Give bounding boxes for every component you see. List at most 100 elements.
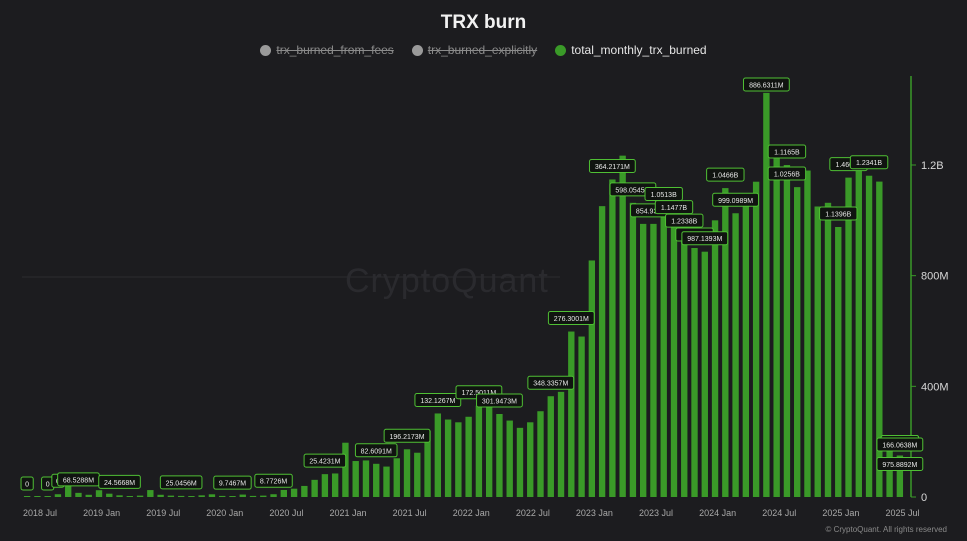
bar (177, 495, 185, 497)
data-label-box (849, 155, 889, 170)
x-tick-label: 2021 Jul (393, 508, 427, 518)
x-tick-label: 2020 Jul (269, 508, 303, 518)
bar (280, 489, 288, 497)
bar (783, 165, 791, 497)
bar (547, 396, 554, 497)
data-label: 301.9473M (482, 399, 517, 406)
data-label: 0 (46, 482, 50, 489)
bar (537, 411, 544, 497)
bar (475, 405, 483, 497)
bar (794, 187, 801, 497)
bar (691, 248, 698, 497)
bar (752, 181, 760, 497)
bar (722, 188, 729, 497)
legend-dot-icon (411, 44, 423, 56)
bar (34, 496, 41, 497)
data-label-box (527, 375, 575, 390)
bar (198, 495, 205, 497)
bar (804, 170, 811, 498)
bar (516, 427, 524, 497)
bar (527, 422, 534, 497)
bar (639, 223, 647, 497)
bar (65, 478, 72, 497)
bar (855, 160, 862, 497)
legend-label: trx_burned_from_fees (276, 43, 394, 57)
bar (896, 455, 904, 497)
bar (414, 452, 421, 497)
data-label: 975.8892M (882, 462, 917, 469)
bar (85, 494, 92, 497)
bar (742, 206, 750, 497)
bar (188, 496, 195, 497)
bar (270, 494, 277, 497)
bar (763, 92, 770, 498)
data-label: 0 (25, 482, 29, 489)
data-label-box (20, 476, 34, 491)
bar (208, 494, 216, 497)
legend-item-trx-burned-explicitly[interactable]: trx_burned_explicitly (411, 43, 538, 57)
copyright-footer: © CryptoQuant. All rights reserved (825, 525, 948, 534)
bar (629, 202, 637, 497)
legend-item-trx-burned-from-fees[interactable]: trx_burned_from_fees (260, 43, 394, 57)
bar (260, 495, 267, 497)
data-label: 166.0638M (882, 443, 917, 450)
data-label: 598.0545M (615, 187, 650, 194)
bar (824, 202, 832, 497)
data-label-box (159, 475, 203, 490)
data-label: 348.3357M (533, 381, 568, 388)
data-label: 886.6311M (749, 83, 784, 90)
bar (342, 442, 349, 497)
bar (598, 206, 606, 498)
data-label: 1.2338B (671, 219, 697, 226)
data-label-box (547, 311, 595, 326)
bar (239, 494, 246, 497)
data-label-box (876, 437, 924, 452)
bar (444, 419, 452, 497)
data-label: 364.2171M (595, 164, 630, 171)
bar (219, 495, 226, 497)
data-label: 1.2341B (856, 160, 882, 167)
data-label-box (876, 457, 924, 471)
bar (568, 331, 575, 497)
x-tick-label: 2019 Jul (146, 508, 180, 518)
data-label: 82.6091M (361, 448, 392, 455)
data-label-box (414, 392, 462, 407)
bar (403, 449, 411, 497)
bar (116, 495, 123, 497)
bar (619, 155, 626, 497)
data-label-box (254, 473, 293, 488)
bar (865, 175, 873, 497)
legend-item-total-monthly-trx-burned[interactable]: total_monthly_trx_burned (555, 43, 707, 57)
legend-label: trx_burned_explicitly (427, 43, 538, 57)
bar (701, 251, 708, 497)
x-tick-label: 2025 Jan (822, 508, 859, 518)
y-tick-label: 800M (921, 271, 949, 283)
data-label: 196.2173M (390, 434, 425, 441)
data-label: 1.1396B (825, 212, 851, 219)
chart-legend: trx_burned_from_fees trx_burned_explicit… (0, 43, 967, 57)
bar (147, 490, 154, 497)
data-label: 68.5288M (63, 477, 94, 484)
data-label: 25.0456M (166, 480, 197, 487)
data-label: 854.9331M (636, 208, 671, 215)
data-label-box (767, 144, 807, 159)
x-tick-label: 2024 Jan (699, 508, 736, 518)
bar (229, 496, 236, 497)
legend-label: total_monthly_trx_burned (571, 43, 707, 57)
data-label-box (819, 206, 858, 221)
y-tick-label: 1.2B (921, 160, 944, 172)
bar (773, 155, 780, 497)
data-label: 1.0256B (774, 172, 800, 179)
data-label-box (706, 167, 745, 182)
bar (835, 227, 842, 498)
y-tick-label: 400M (921, 381, 949, 393)
bar (845, 177, 852, 497)
data-label: 1.4607B (835, 162, 861, 169)
bar (331, 473, 339, 497)
bar (126, 496, 133, 497)
watermark-logo: CryptoQuant (345, 262, 549, 300)
x-tick-label: 2021 Jan (329, 508, 366, 518)
bar (424, 430, 431, 497)
data-label-box (383, 428, 431, 443)
